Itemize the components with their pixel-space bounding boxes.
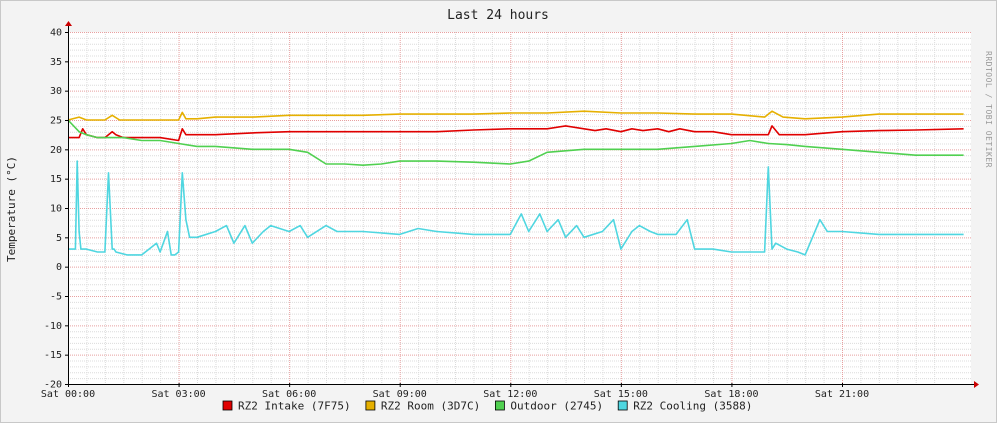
y-tick-label: -15: [44, 350, 62, 361]
axes: [65, 21, 979, 388]
x-tick-label: Sat 06:00: [262, 389, 316, 400]
major-grid: [68, 32, 971, 385]
x-tick-label: Sat 03:00: [151, 389, 205, 400]
x-tick-label: Sat 21:00: [815, 389, 869, 400]
x-tick-label: Sat 18:00: [704, 389, 758, 400]
y-axis-arrow: [65, 21, 72, 26]
y-tick-label: -20: [44, 380, 62, 391]
y-tick-label: -10: [44, 321, 62, 332]
series-line: [68, 125, 964, 142]
legend: RZ2 Intake (7F75) RZ2 Room (3D7C) Outdoor …: [222, 400, 752, 413]
y-tick-label: 30: [50, 86, 62, 97]
legend-label: Outdoor (2745): [510, 400, 603, 413]
plot-area: [68, 32, 971, 384]
y-tick-label: 0: [56, 262, 62, 273]
y-tick-label: 35: [50, 57, 62, 68]
legend-swatch: [365, 400, 376, 411]
legend-swatch: [494, 400, 505, 411]
x-tick-label: Sat 09:00: [373, 389, 427, 400]
legend-label: RZ2 Intake (7F75): [238, 400, 351, 413]
rrdtool-watermark: RRDTOOL / TOBI OETIKER: [984, 51, 993, 168]
y-tick-label: 15: [50, 174, 62, 185]
x-tick-label: Sat 12:00: [483, 389, 537, 400]
chart-title: Last 24 hours: [447, 8, 549, 23]
series-line: [67, 110, 964, 121]
series-lines: [67, 110, 964, 256]
y-tick-label: 40: [50, 28, 62, 39]
x-tick-label: Sat 00:00: [41, 389, 95, 400]
x-tick-label: Sat 15:00: [594, 389, 648, 400]
x-tick-labels: Sat 00:00 Sat 03:00 Sat 06:00 Sat 09:00 Sat …: [41, 389, 869, 400]
y-tick-label: -5: [50, 292, 62, 303]
y-tick-label: 20: [50, 145, 62, 156]
series-line: [68, 160, 964, 256]
series-line: [67, 119, 964, 166]
legend-swatch: [617, 400, 628, 411]
y-axis-label: Temperature (°C): [5, 156, 18, 262]
legend-label: RZ2 Cooling (3588): [633, 400, 752, 413]
y-tick-label: 10: [50, 204, 62, 215]
y-tick-label: 25: [50, 116, 62, 127]
y-tick-labels: 40 35 30 25 20 15 10 5 0 -5 -10 -15 -20: [44, 28, 62, 391]
x-axis-arrow: [974, 381, 979, 388]
legend-label: RZ2 Room (3D7C): [381, 400, 480, 413]
y-tick-label: 5: [56, 233, 62, 244]
legend-swatch: [222, 400, 233, 411]
